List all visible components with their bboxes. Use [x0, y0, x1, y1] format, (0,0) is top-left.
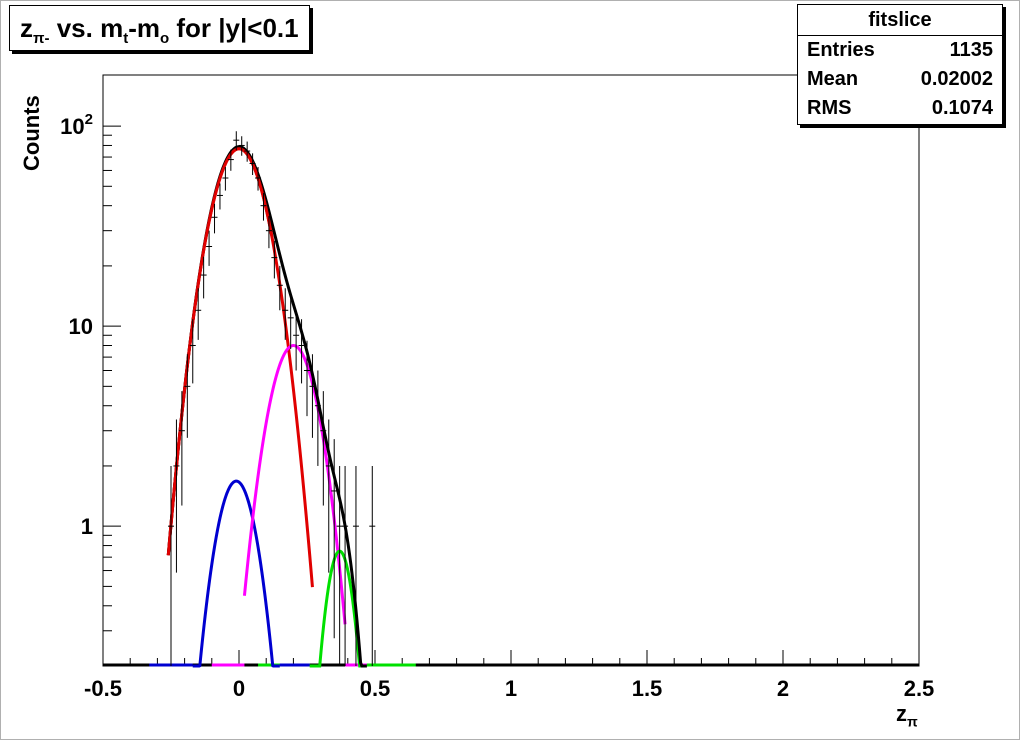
data-point [309, 354, 316, 438]
data-point [265, 216, 272, 249]
y-tick-label: 1 [81, 514, 93, 539]
data-point [211, 203, 218, 234]
data-point [168, 465, 174, 666]
data-point [271, 240, 278, 279]
title-part: vs. m [49, 13, 124, 43]
title-part: for |y|<0.1 [169, 13, 299, 43]
stats-row-rms: RMS 0.1074 [798, 94, 1002, 123]
data-point [304, 340, 310, 417]
stats-value: 1135 [949, 39, 993, 61]
title-part: -m [128, 13, 160, 43]
data-point [287, 294, 294, 350]
data-point [222, 167, 229, 191]
data-point [249, 153, 256, 176]
data-point [260, 192, 267, 221]
title-part: z [20, 13, 33, 43]
fit-curve-green [309, 549, 367, 668]
stats-label: RMS [807, 97, 852, 119]
x-axis-label-sub: π [907, 713, 918, 730]
x-tick-label: -0.5 [84, 676, 122, 701]
fit-curve-red [166, 147, 314, 588]
x-tick-label: 0 [233, 676, 245, 701]
y-tick-label: 10 [69, 314, 93, 339]
data-point [320, 391, 327, 506]
data-point [336, 465, 343, 666]
x-axis-label-main: z [896, 701, 907, 726]
x-tick-label: 1.5 [632, 676, 663, 701]
data-point [282, 288, 289, 340]
title-sub: π- [33, 30, 50, 48]
y-axis-label: Counts [19, 95, 44, 171]
stats-row-mean: Mean 0.02002 [798, 65, 1002, 94]
fit-curve-red-front [166, 147, 274, 556]
data-point [216, 183, 223, 210]
data-point [276, 265, 283, 311]
data-point [369, 465, 376, 666]
x-tick-label: 1 [505, 676, 517, 701]
stats-box: fitslice Entries 1135 Mean 0.02002 RMS 0… [797, 4, 1003, 125]
stats-value: 0.1074 [931, 97, 993, 119]
data-point [233, 131, 240, 151]
plot-title: zπ- vs. mt-mo for |y|<0.1 [9, 5, 310, 51]
x-axis-label: zπ [896, 701, 918, 729]
stats-box-name: fitslice [798, 5, 1002, 36]
fit-curve-blue [192, 479, 280, 668]
data-point [227, 149, 234, 171]
title-sub: t [123, 30, 129, 48]
x-tick-label: 2.5 [904, 676, 935, 701]
data-point [255, 167, 262, 191]
data-point [184, 354, 191, 438]
stats-value: 0.02002 [920, 68, 993, 90]
data-point [206, 230, 213, 266]
data-point [195, 288, 202, 340]
y-tick-label: 102 [60, 111, 93, 139]
stats-label: Entries [807, 39, 875, 61]
data-point [200, 256, 207, 299]
data-point [293, 310, 300, 371]
data-point [298, 319, 305, 384]
fit-curve-total [166, 145, 367, 668]
data-point [314, 370, 321, 466]
stats-row-entries: Entries 1135 [798, 36, 1002, 65]
data-point [178, 391, 185, 506]
data-point [352, 465, 359, 666]
data-point [331, 439, 338, 639]
data-point [189, 319, 196, 384]
data-point [325, 419, 332, 573]
title-sub: o [159, 30, 170, 48]
x-tick-label: 0.5 [360, 676, 391, 701]
stats-label: Mean [807, 68, 859, 90]
x-tick-label: 2 [777, 676, 789, 701]
data-point [342, 465, 349, 666]
data-point [173, 419, 180, 573]
data-point [244, 141, 251, 162]
data-point [238, 136, 245, 156]
